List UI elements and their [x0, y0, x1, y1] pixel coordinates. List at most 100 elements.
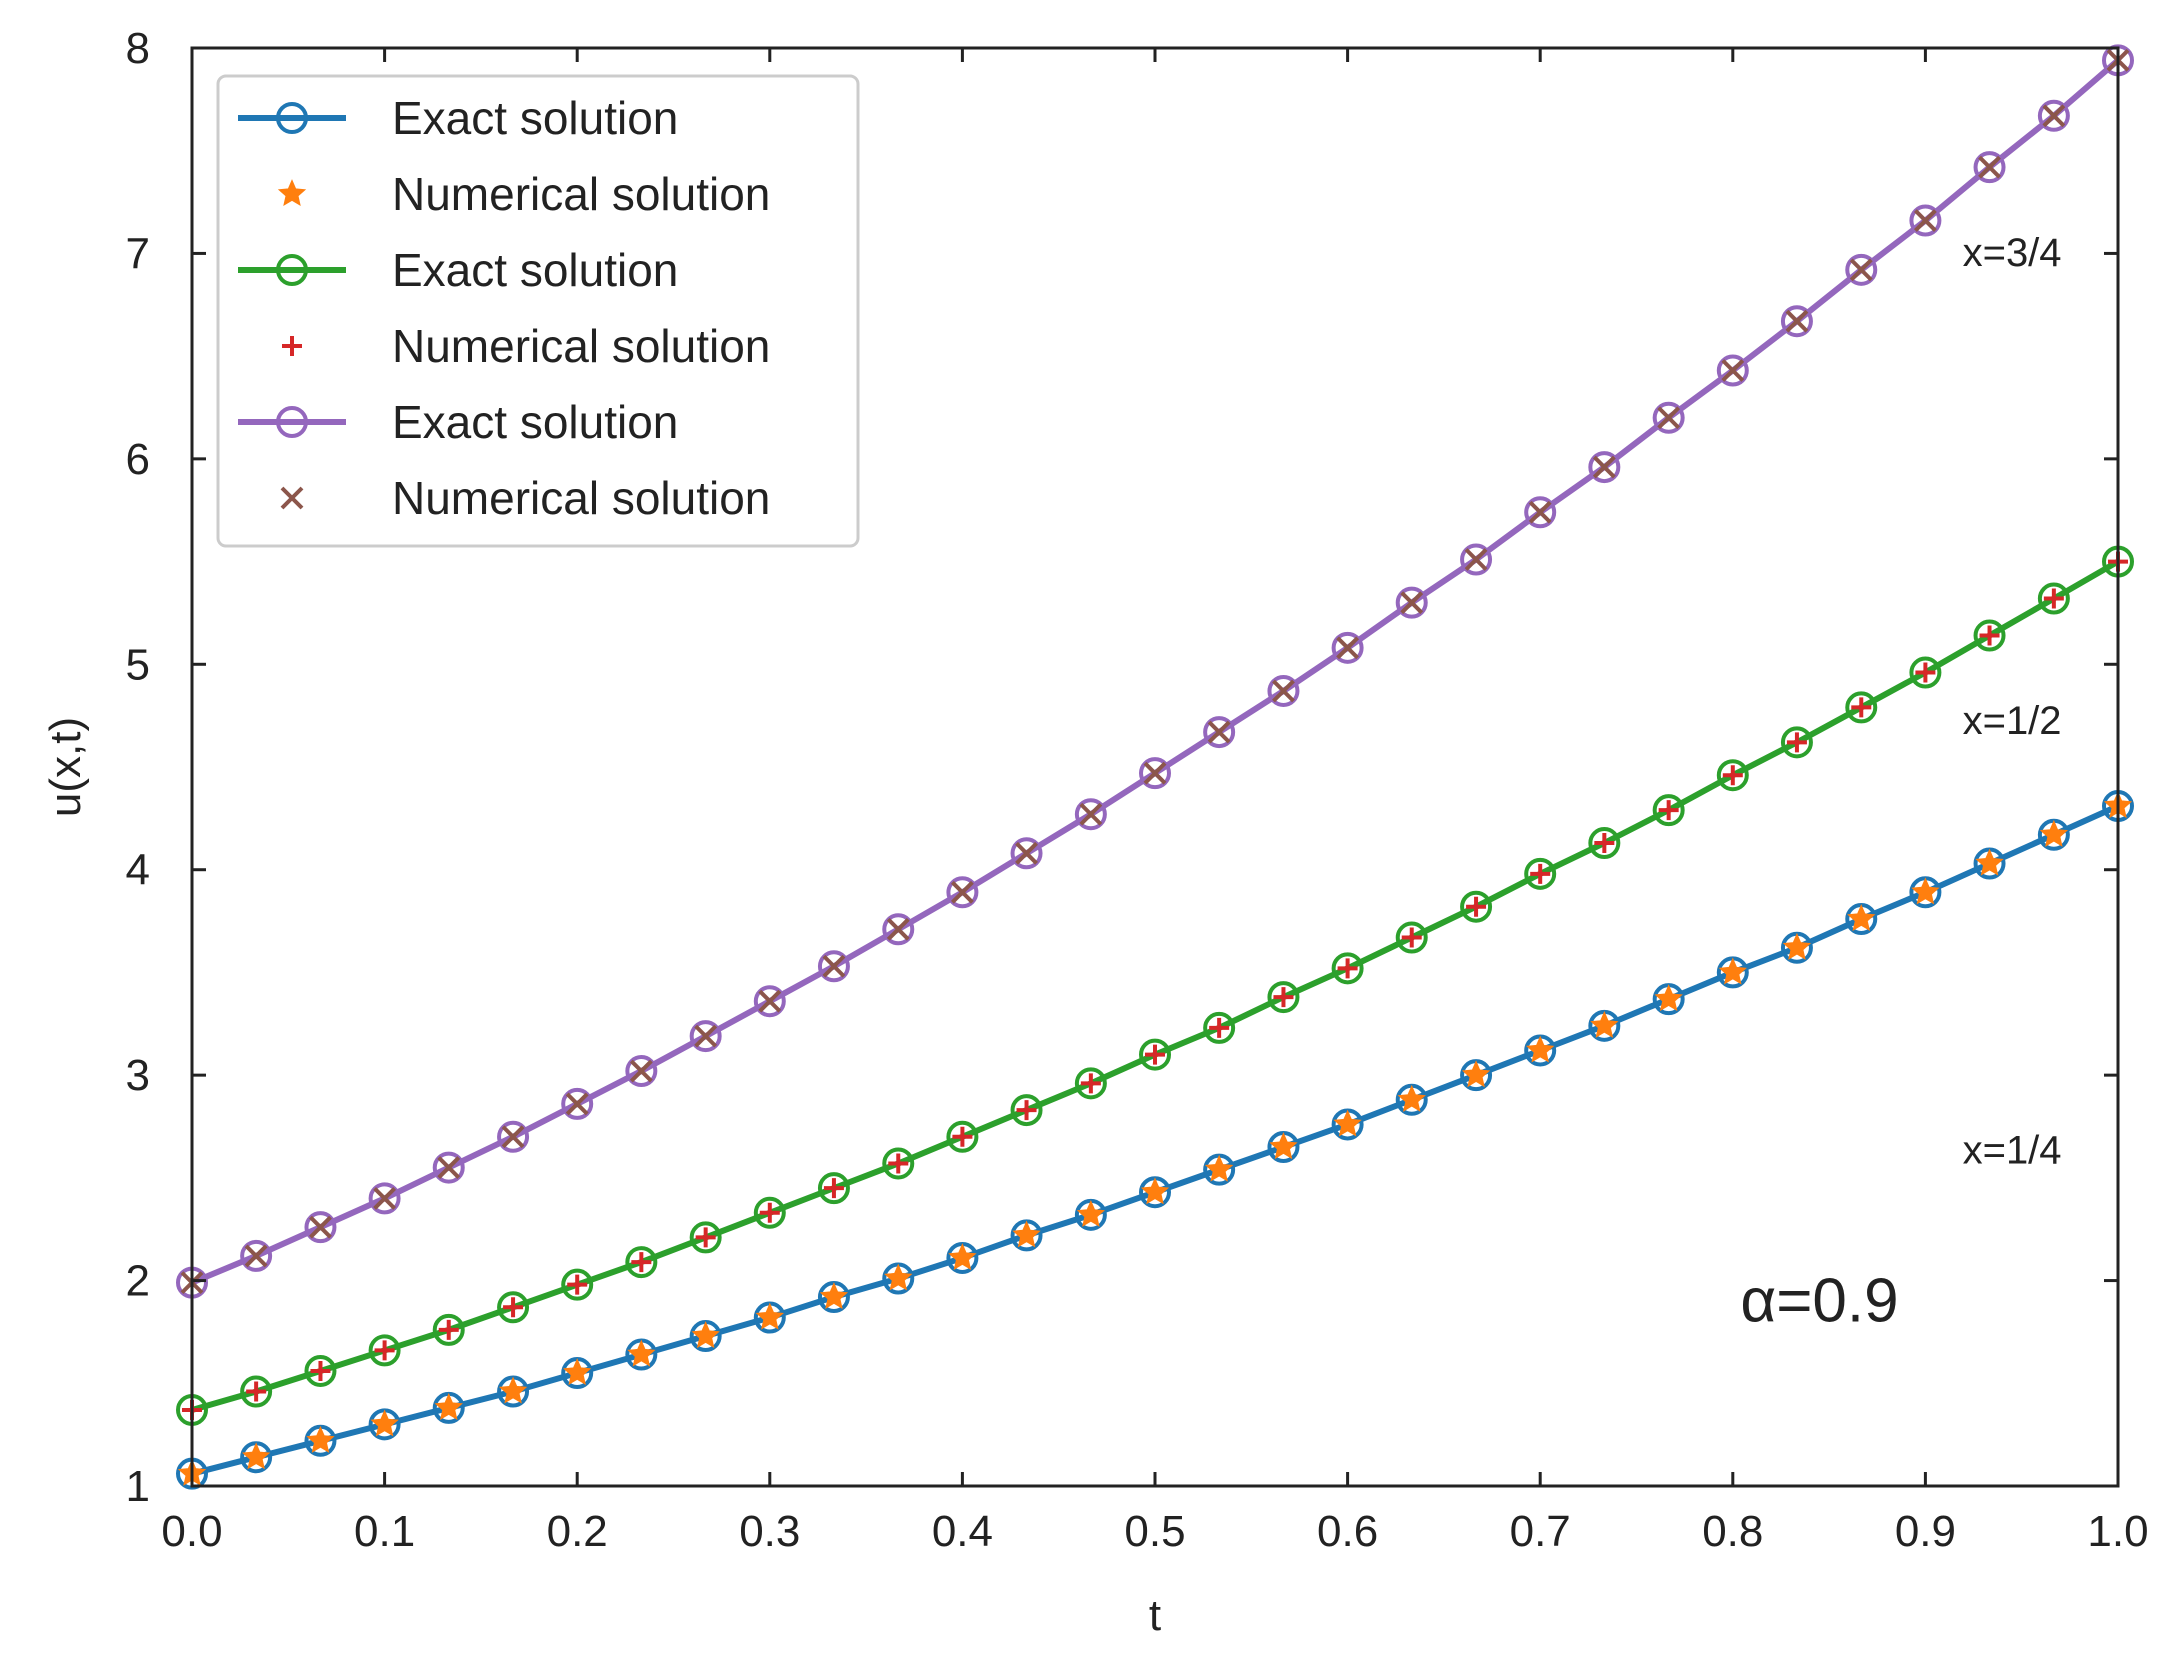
- exact-point: [689, 1221, 722, 1254]
- legend-entry: Numerical solution: [277, 168, 770, 220]
- legend-label: Numerical solution: [392, 472, 770, 524]
- numerical-point: [759, 1202, 780, 1223]
- exact-point: [1652, 794, 1685, 827]
- legend-label: Numerical solution: [392, 320, 770, 372]
- x-tick-label: 1.0: [2087, 1507, 2148, 1556]
- x-tick-label: 0.7: [1510, 1507, 1571, 1556]
- exact-point: [1460, 543, 1493, 576]
- numerical-point: [1849, 258, 1873, 282]
- numerical-point: [1722, 765, 1743, 786]
- numerical-point: [1530, 863, 1551, 884]
- x-axis-label: t: [1149, 1591, 1161, 1640]
- numerical-point: [822, 954, 846, 978]
- numerical-point: [1400, 591, 1424, 615]
- legend-entry: Numerical solution: [280, 472, 770, 524]
- numerical-point: [1143, 761, 1167, 785]
- numerical-point: [631, 1252, 652, 1273]
- exact-point: [1074, 1067, 1107, 1100]
- numerical-point: [1269, 1132, 1298, 1160]
- numerical-point: [370, 1409, 399, 1437]
- numerical-point: [306, 1425, 335, 1453]
- y-tick-label: 3: [126, 1051, 150, 1100]
- exact-point: [304, 1354, 337, 1387]
- exact-point: [1267, 674, 1300, 707]
- numerical-point: [695, 1227, 716, 1248]
- exact-point: [2037, 582, 2070, 615]
- numerical-point: [1204, 1154, 1234, 1182]
- numerical-point: [1016, 1100, 1037, 1121]
- y-tick-label: 7: [126, 229, 150, 278]
- annotations: x=3/4 x=1/2 x=1/4 α=0.9: [1740, 231, 2061, 1336]
- exact-point: [625, 1055, 658, 1088]
- exact-point: [240, 1375, 273, 1408]
- numerical-point: [309, 1215, 332, 1239]
- numerical-point: [1461, 1060, 1491, 1088]
- numerical-point: [1528, 500, 1552, 524]
- exact-point: [1524, 857, 1557, 890]
- exact-point: [1652, 401, 1685, 434]
- y-tick-label: 1: [126, 1462, 150, 1511]
- exact-point: [1395, 586, 1428, 619]
- x-tick-label: 0.1: [354, 1507, 415, 1556]
- numerical-point: [1209, 1017, 1230, 1038]
- numerical-point: [886, 917, 910, 941]
- legend-label: Exact solution: [392, 396, 678, 448]
- exact-point: [689, 1020, 722, 1053]
- exact-point: [432, 1151, 465, 1184]
- numerical-point: [241, 1442, 271, 1470]
- exact-point: [882, 913, 915, 946]
- y-tick-label: 2: [126, 1257, 150, 1306]
- curve-label: x=3/4: [1963, 231, 2062, 275]
- numerical-point: [1397, 1084, 1426, 1112]
- exact-point: [1909, 204, 1942, 237]
- exact-point: [2037, 99, 2070, 132]
- numerical-point: [1911, 877, 1940, 905]
- exact-point: [432, 1313, 465, 1346]
- legend-entry: Exact solution: [238, 244, 678, 296]
- numerical-point: [1847, 904, 1876, 932]
- numerical-point: [1012, 1220, 1041, 1248]
- numerical-point: [758, 989, 782, 1013]
- legend-marker: [276, 406, 308, 438]
- numerical-point: [373, 1186, 397, 1210]
- y-axis-label: u(x,t): [41, 717, 90, 817]
- numerical-point: [501, 1125, 525, 1149]
- numerical-point: [1080, 1073, 1101, 1094]
- numerical-point: [1145, 1044, 1165, 1065]
- exact-point: [1588, 451, 1621, 484]
- legend-marker: [276, 102, 308, 134]
- numerical-point: [1333, 1109, 1362, 1137]
- y-tick-label: 8: [126, 24, 150, 73]
- numerical-point: [1658, 800, 1679, 821]
- legend-entry: Exact solution: [238, 396, 678, 448]
- numerical-point: [2043, 588, 2064, 609]
- numerical-point: [819, 1282, 849, 1310]
- numerical-point: [1594, 833, 1615, 854]
- exact-point: [1973, 151, 2006, 184]
- legend-label: Numerical solution: [392, 168, 770, 220]
- exact-point: [497, 1120, 530, 1153]
- exact-point: [1845, 691, 1878, 724]
- numerical-point: [1721, 359, 1745, 382]
- exact-point: [625, 1246, 658, 1279]
- exact-point: [1909, 656, 1942, 689]
- numerical-point: [1590, 1010, 1619, 1038]
- x-tick-label: 0.2: [547, 1507, 608, 1556]
- legend-box: [216, 74, 860, 548]
- exact-point: [368, 1182, 401, 1215]
- series-2: [176, 44, 2134, 1299]
- exact-point: [882, 1147, 915, 1180]
- legend: Exact solution Numerical solution Exact so…: [216, 74, 860, 548]
- axis-ticks: 0.0 0.1 0.2 0.3 0.4 0.5 0.6 0.7 0.8 0.9 1.0 1 2 3 4 5 6 7…: [126, 24, 2149, 1556]
- numerical-point: [1978, 155, 2001, 179]
- numerical-point: [952, 1126, 973, 1147]
- exact-point: [1010, 837, 1043, 870]
- numerical-point: [1718, 957, 1747, 985]
- numerical-point: [1272, 679, 1295, 703]
- series-1: [176, 545, 2134, 1426]
- exact-point: [1716, 354, 1749, 387]
- legend-entry: Numerical solution: [282, 320, 770, 372]
- exact-point: [817, 950, 850, 983]
- y-tick-label: 4: [126, 846, 150, 895]
